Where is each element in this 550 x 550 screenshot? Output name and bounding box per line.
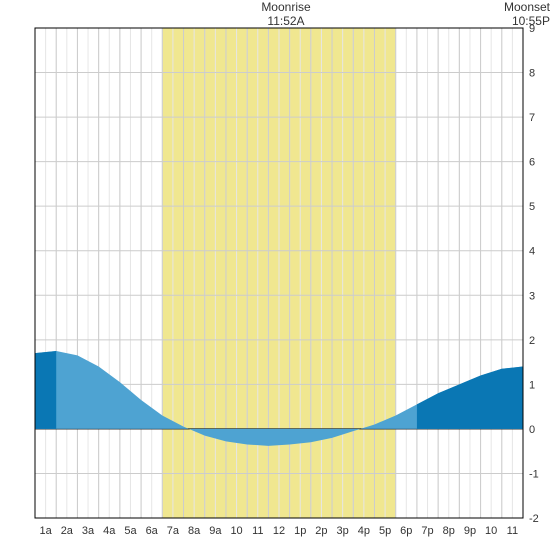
- tide-chart: Moonrise 11:52A Moonset 10:55P -2-101234…: [0, 0, 550, 550]
- svg-text:10: 10: [485, 525, 497, 537]
- moonrise-title: Moonrise: [261, 0, 310, 14]
- svg-text:5: 5: [529, 201, 535, 213]
- svg-text:7: 7: [529, 112, 535, 124]
- svg-text:2p: 2p: [315, 525, 327, 537]
- svg-text:3: 3: [529, 290, 535, 302]
- svg-text:12: 12: [273, 525, 285, 537]
- svg-text:1p: 1p: [294, 525, 306, 537]
- moonrise-time: 11:52A: [267, 14, 304, 28]
- svg-text:11: 11: [252, 525, 263, 537]
- svg-text:-2: -2: [529, 513, 539, 525]
- svg-text:8p: 8p: [443, 525, 455, 537]
- svg-text:11: 11: [507, 525, 518, 537]
- svg-text:4p: 4p: [358, 525, 370, 537]
- svg-text:1a: 1a: [39, 525, 52, 537]
- svg-text:6a: 6a: [146, 525, 159, 537]
- svg-text:6p: 6p: [400, 525, 412, 537]
- svg-text:5a: 5a: [124, 525, 137, 537]
- moonset-time: 10:55P: [512, 14, 550, 28]
- moonrise-header: Moonrise 11:52A: [256, 0, 316, 29]
- svg-text:7a: 7a: [167, 525, 180, 537]
- svg-text:8: 8: [529, 68, 535, 80]
- svg-text:1: 1: [529, 379, 535, 391]
- svg-text:-1: -1: [529, 468, 539, 480]
- svg-text:5p: 5p: [379, 525, 391, 537]
- svg-text:0: 0: [529, 424, 535, 436]
- svg-text:3a: 3a: [82, 525, 95, 537]
- svg-text:6: 6: [529, 157, 535, 169]
- chart-svg: -2-101234567891a2a3a4a5a6a7a8a9a1011121p…: [0, 0, 550, 550]
- svg-text:9p: 9p: [464, 525, 476, 537]
- svg-text:8a: 8a: [188, 525, 201, 537]
- moonset-title: Moonset: [504, 0, 550, 14]
- moonset-header: Moonset 10:55P: [490, 0, 550, 29]
- svg-text:3p: 3p: [337, 525, 349, 537]
- svg-text:2: 2: [529, 335, 535, 347]
- svg-text:4a: 4a: [103, 525, 116, 537]
- svg-text:2a: 2a: [61, 525, 74, 537]
- svg-text:4: 4: [529, 246, 535, 258]
- svg-text:7p: 7p: [421, 525, 433, 537]
- svg-text:10: 10: [230, 525, 242, 537]
- svg-text:9a: 9a: [209, 525, 222, 537]
